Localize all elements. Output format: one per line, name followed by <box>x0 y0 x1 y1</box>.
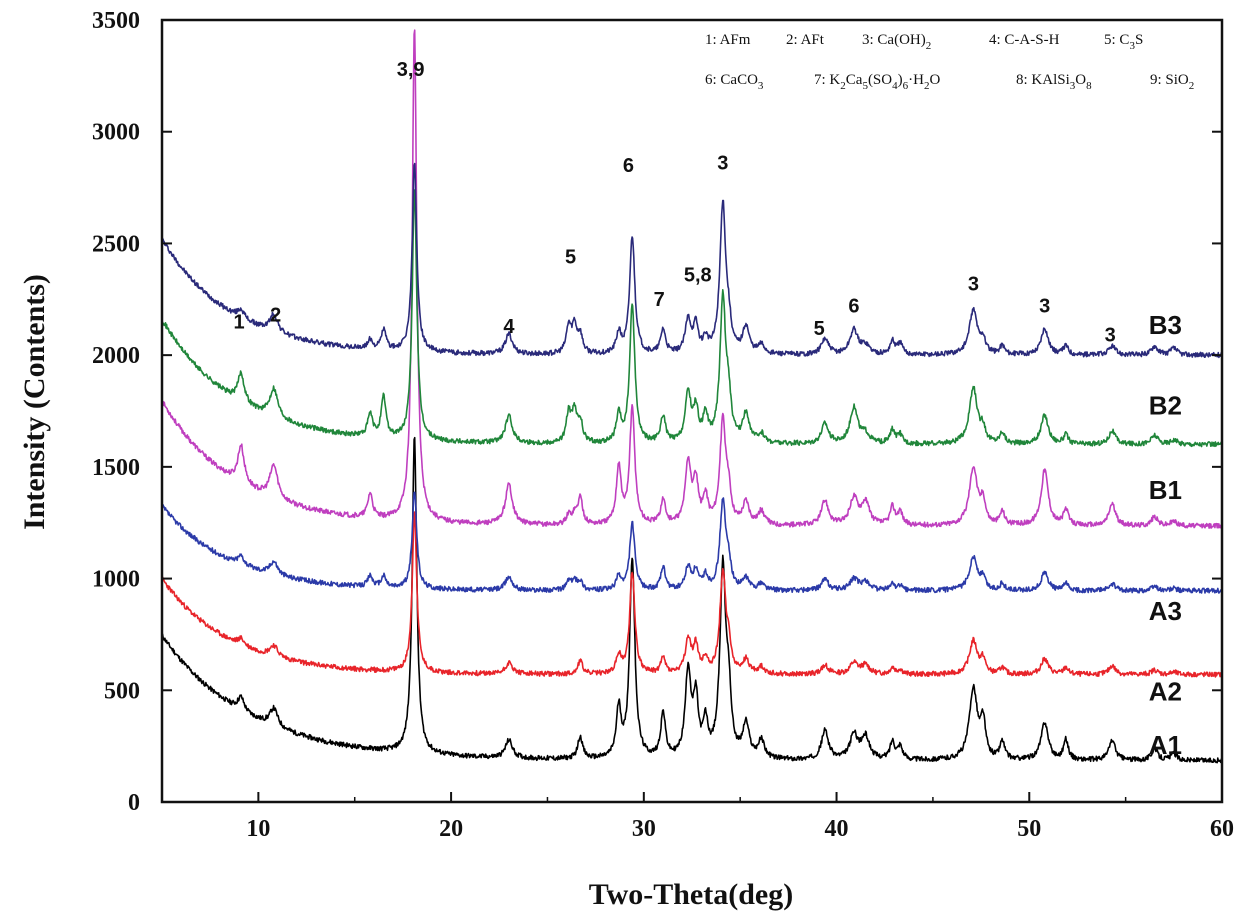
peak-label: 4 <box>503 316 515 338</box>
y-tick-label: 2500 <box>92 231 140 257</box>
legend-entry: 8: KAlSi3O8 <box>1016 72 1092 92</box>
curves-layer: A1 A2 A3 B1 B2 B3 <box>161 29 1223 764</box>
y-tick-label: 1000 <box>92 567 140 593</box>
peak-label: 3 <box>1105 325 1116 347</box>
y-axis-title: Intensity (Contents) <box>18 274 51 530</box>
legend-entry: 3: Ca(OH)2 <box>862 32 931 52</box>
legend: 1: AFm 2: AFt 3: Ca(OH)2 4: C-A-S-H 5: C3S 6:… <box>705 32 1194 92</box>
peak-label: 7 <box>654 289 665 311</box>
peak-label: 6 <box>848 296 859 318</box>
y-tick-label: 1500 <box>92 455 140 481</box>
legend-entry: 9: SiO2 <box>1150 72 1194 92</box>
legend-entry: 4: C-A-S-H <box>989 32 1060 48</box>
peak-label: 1 <box>234 311 245 333</box>
legend-entry: 6: CaCO3 <box>705 72 764 92</box>
plot-frame <box>160 18 1224 804</box>
series-label-a2: A2 <box>1149 676 1182 706</box>
x-tick-label: 10 <box>246 816 270 842</box>
series-line-a2 <box>161 511 1223 678</box>
x-tick-label: 30 <box>632 816 656 842</box>
x-axis-title: Two-Theta(deg) <box>589 878 793 911</box>
series-label-a1: A1 <box>1149 730 1182 760</box>
x-tick-label: 60 <box>1210 816 1234 842</box>
legend-entry: 1: AFm <box>705 32 751 48</box>
series-label-b3: B3 <box>1149 310 1182 340</box>
x-tick-label: 50 <box>1017 816 1041 842</box>
y-tick-label: 0 <box>128 790 140 816</box>
series-label-b1: B1 <box>1149 475 1182 505</box>
peak-label: 2 <box>270 305 281 327</box>
legend-entry: 2: AFt <box>786 32 825 48</box>
peak-label: 3 <box>717 153 728 175</box>
peak-label: 5,8 <box>684 264 712 286</box>
axes-layer: 10 20 30 40 50 60 0 500 1000 1500 2000 2500 3000 3500 <box>92 8 1234 842</box>
peak-label: 5 <box>565 247 576 269</box>
peak-label: 6 <box>623 155 634 177</box>
peak-label: 3 <box>968 273 979 295</box>
series-line-b2 <box>161 189 1223 448</box>
y-tick-label: 3500 <box>92 8 140 34</box>
legend-entry: 5: C3S <box>1104 32 1143 52</box>
peak-label: 3 <box>1039 296 1050 318</box>
peak-label: 3,9 <box>397 59 425 81</box>
y-tick-label: 3000 <box>92 120 140 146</box>
peak-labels-layer: 1 2 3,9 4 5 6 7 5,8 3 5 6 3 3 3 <box>234 59 1116 347</box>
series-line-a1 <box>161 436 1223 764</box>
y-tick-label: 500 <box>104 678 140 704</box>
series-line-a3 <box>161 491 1223 594</box>
y-tick-label: 2000 <box>92 343 140 369</box>
series-label-b2: B2 <box>1149 390 1182 420</box>
legend-entry: 7: K2Ca5(SO4)6·H2O <box>814 72 940 92</box>
series-label-a3: A3 <box>1149 596 1182 626</box>
x-tick-label: 40 <box>825 816 849 842</box>
series-line-b1 <box>161 29 1223 529</box>
peak-label: 5 <box>814 318 825 340</box>
series-line-b3 <box>161 162 1223 359</box>
x-tick-label: 20 <box>439 816 463 842</box>
